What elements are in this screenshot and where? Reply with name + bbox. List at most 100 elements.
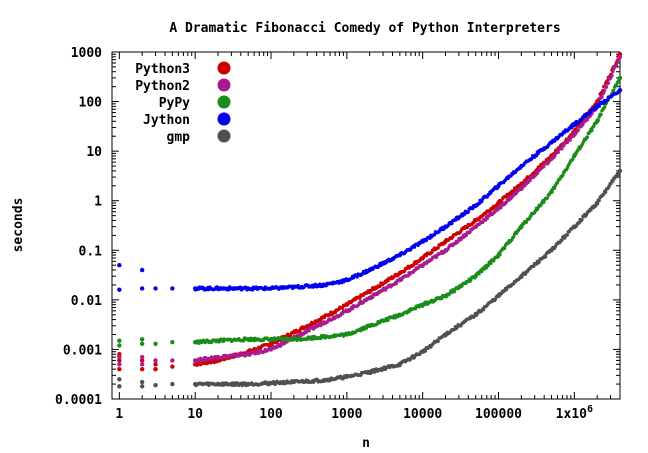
data-point-python2 <box>468 230 472 234</box>
data-point-pypy <box>364 326 368 331</box>
data-point-python2 <box>504 200 509 204</box>
data-point-pypy <box>241 339 246 343</box>
data-point-gmp <box>481 307 486 312</box>
data-point-gmp <box>139 379 145 385</box>
data-point-pypy <box>386 318 390 322</box>
data-point-python2 <box>542 165 546 169</box>
data-point-python3 <box>340 306 345 310</box>
data-point-pypy <box>552 186 557 190</box>
data-point-python2 <box>604 85 609 89</box>
legend-marker-gmp <box>217 129 231 143</box>
data-point-gmp <box>153 382 158 388</box>
data-point-pypy <box>319 336 323 341</box>
data-point-gmp <box>597 198 601 203</box>
data-point-jython <box>605 98 610 102</box>
data-point-python2 <box>602 88 607 93</box>
data-point-jython <box>466 210 470 214</box>
y-tick-label: 0.001 <box>63 343 102 358</box>
y-tick-label: 0.0001 <box>55 393 102 408</box>
data-point-pypy <box>153 341 158 346</box>
data-point-pypy <box>480 269 484 274</box>
y-tick-label: 1000 <box>71 46 102 61</box>
legend-label-pypy: PyPy <box>159 96 190 111</box>
data-point-python2 <box>556 150 560 154</box>
y-tick-label: 1 <box>94 195 102 210</box>
data-point-pypy <box>599 112 603 117</box>
data-point-pypy <box>139 337 145 342</box>
data-point-python2 <box>304 330 308 335</box>
data-point-jython <box>153 286 158 291</box>
data-point-gmp <box>436 339 440 344</box>
data-point-jython <box>597 104 601 108</box>
data-point-python3 <box>500 199 504 204</box>
data-point-python2 <box>117 362 122 367</box>
x-tick-label: 100 <box>259 407 283 422</box>
data-point-pypy <box>545 196 550 200</box>
data-point-pypy <box>498 252 502 257</box>
data-point-python2 <box>139 354 145 360</box>
data-point-jython <box>617 88 621 93</box>
data-point-gmp <box>117 384 122 389</box>
data-point-jython <box>450 221 454 226</box>
data-point-python3 <box>319 318 323 322</box>
data-point-python2 <box>576 128 580 132</box>
x-tick-label: 10000 <box>403 407 442 422</box>
data-point-gmp <box>616 172 621 177</box>
data-point-pypy <box>502 246 507 251</box>
data-point-python3 <box>153 362 158 367</box>
data-point-gmp <box>398 363 402 368</box>
data-point-python3 <box>436 246 440 250</box>
legend-label-gmp: gmp <box>167 130 191 145</box>
data-point-pypy <box>590 128 594 133</box>
data-point-pypy <box>602 105 607 109</box>
data-point-gmp <box>609 181 613 186</box>
data-point-python3 <box>378 284 382 289</box>
x-tick-superscript: 6 <box>587 404 593 415</box>
legend-label-python2: Python2 <box>135 79 190 94</box>
y-tick-label: 0.01 <box>71 294 102 309</box>
data-point-gmp <box>170 381 175 387</box>
data-point-python2 <box>610 73 614 78</box>
x-tick-label: 1000 <box>331 407 362 422</box>
data-point-pypy <box>170 339 175 345</box>
data-point-gmp <box>423 349 428 353</box>
data-point-python3 <box>117 358 122 363</box>
data-point-gmp <box>531 264 536 269</box>
data-point-python3 <box>212 360 216 365</box>
data-point-pypy <box>496 255 500 259</box>
data-point-python3 <box>153 366 158 372</box>
plot-frame <box>111 51 621 400</box>
data-point-python2 <box>370 295 375 300</box>
y-tick-label: 100 <box>79 96 103 111</box>
x-tick-label: 1 <box>115 407 123 422</box>
data-point-jython <box>471 206 475 211</box>
data-point-gmp <box>565 233 570 237</box>
data-point-python2 <box>464 233 469 237</box>
data-point-pypy <box>561 173 565 177</box>
data-point-python2 <box>481 220 485 225</box>
data-point-gmp <box>611 179 615 183</box>
data-point-jython <box>496 185 500 189</box>
data-point-pypy <box>452 289 457 294</box>
data-point-gmp <box>359 373 363 377</box>
x-tick-label: 100000 <box>475 407 522 422</box>
data-point-jython <box>117 287 122 292</box>
data-point-python2 <box>170 358 175 363</box>
data-point-pypy <box>594 120 599 125</box>
legend-marker-python2 <box>217 78 231 92</box>
legend-label-jython: Jython <box>143 113 190 128</box>
data-point-python3 <box>139 366 145 372</box>
data-point-pypy <box>486 264 490 268</box>
data-point-pypy <box>139 341 145 346</box>
data-point-jython <box>594 106 599 110</box>
data-point-python3 <box>170 364 175 369</box>
data-point-gmp <box>595 202 600 206</box>
data-point-pypy <box>596 118 601 123</box>
data-points <box>117 52 623 389</box>
data-point-python2 <box>611 69 615 74</box>
data-point-jython <box>170 286 175 291</box>
legend-marker-pypy <box>217 95 231 109</box>
data-point-python2 <box>485 216 489 221</box>
data-point-jython <box>139 267 145 273</box>
